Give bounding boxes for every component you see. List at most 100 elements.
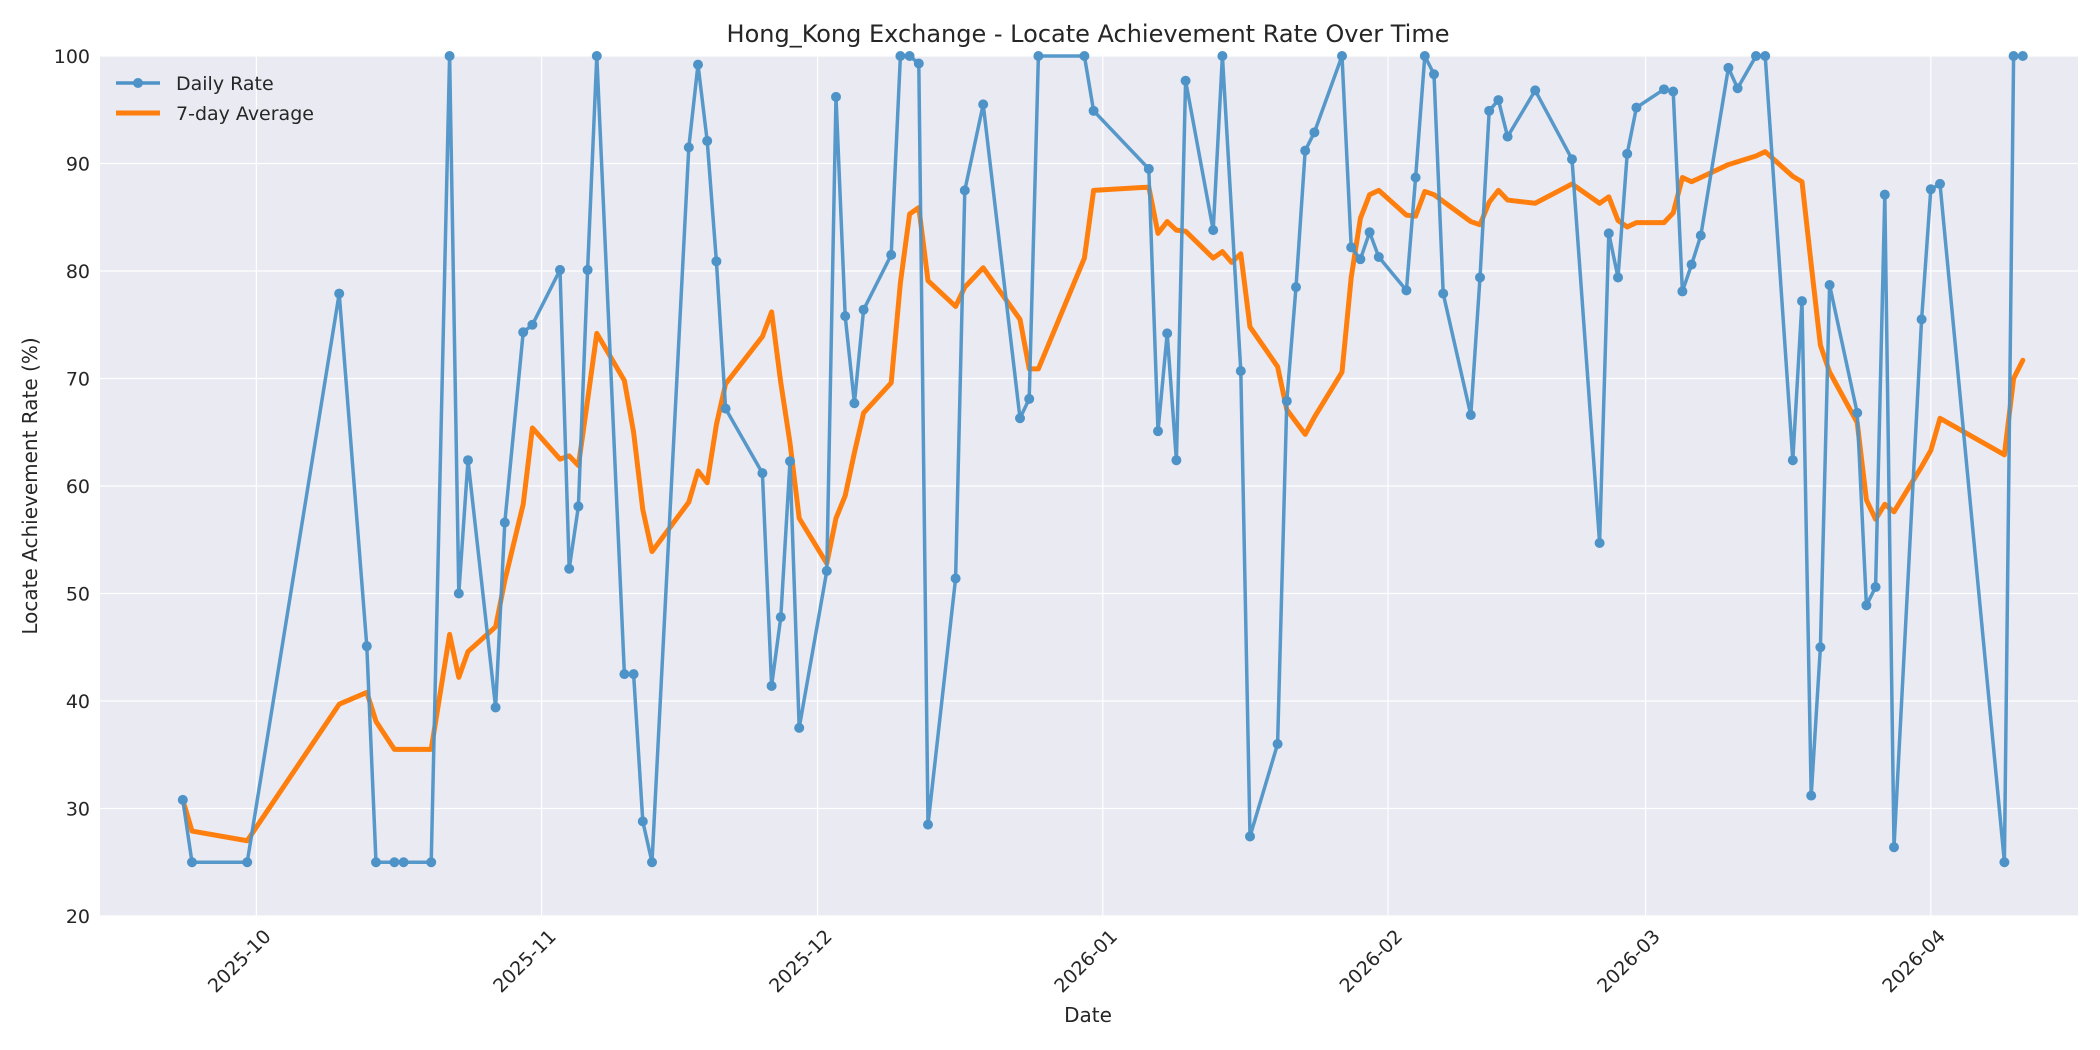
data-point-daily-rate xyxy=(582,264,593,275)
data-point-daily-rate xyxy=(1180,75,1191,86)
data-point-daily-rate xyxy=(187,857,197,868)
data-point-daily-rate xyxy=(886,249,897,260)
data-point-daily-rate xyxy=(426,857,437,868)
x-tick-label: 2026-03 xyxy=(1593,926,1665,998)
data-point-daily-rate xyxy=(1787,455,1798,466)
data-point-daily-rate xyxy=(1815,642,1826,653)
data-point-daily-rate xyxy=(1208,225,1219,236)
data-point-daily-rate xyxy=(1410,172,1421,183)
x-tick-label: 2026-04 xyxy=(1878,926,1950,998)
data-point-daily-rate xyxy=(858,304,869,315)
y-tick-label: 30 xyxy=(66,799,90,821)
data-point-daily-rate xyxy=(1870,582,1881,593)
data-point-daily-rate xyxy=(683,142,694,153)
data-point-daily-rate xyxy=(619,669,630,680)
data-point-daily-rate xyxy=(1337,51,1347,61)
data-point-daily-rate xyxy=(591,51,602,61)
data-point-daily-rate xyxy=(1935,178,1945,189)
data-point-daily-rate xyxy=(1429,69,1439,80)
y-tick-label: 90 xyxy=(66,154,90,176)
data-point-daily-rate xyxy=(389,857,400,868)
data-point-daily-rate xyxy=(1373,252,1384,263)
data-point-daily-rate xyxy=(1677,286,1688,297)
data-point-daily-rate xyxy=(1889,842,1899,853)
x-axis-label: Date xyxy=(1064,1003,1112,1027)
data-point-daily-rate xyxy=(490,702,501,713)
data-point-daily-rate xyxy=(1852,407,1863,418)
data-point-daily-rate xyxy=(1088,105,1099,116)
data-point-daily-rate xyxy=(647,857,657,868)
data-point-daily-rate xyxy=(637,816,648,827)
data-point-daily-rate xyxy=(1217,51,1228,61)
data-point-daily-rate xyxy=(453,588,464,599)
data-point-daily-rate xyxy=(1695,230,1706,241)
data-point-daily-rate xyxy=(1659,84,1669,95)
data-point-daily-rate xyxy=(923,819,933,830)
data-point-daily-rate xyxy=(1162,328,1173,339)
data-point-daily-rate xyxy=(518,327,529,338)
data-point-daily-rate xyxy=(573,501,584,512)
chart-title: Hong_Kong Exchange - Locate Achievement … xyxy=(727,20,1450,48)
data-point-daily-rate xyxy=(361,641,372,652)
data-point-daily-rate xyxy=(1465,410,1476,421)
y-tick-label: 80 xyxy=(66,261,90,283)
x-tick-label: 2026-02 xyxy=(1335,926,1407,998)
data-point-daily-rate xyxy=(1631,102,1642,113)
data-point-daily-rate xyxy=(1171,455,1182,466)
data-point-daily-rate xyxy=(1438,288,1449,299)
y-tick-label: 60 xyxy=(66,476,90,498)
data-point-daily-rate xyxy=(1309,127,1320,138)
x-tick-label: 2026-01 xyxy=(1050,926,1122,998)
data-point-daily-rate xyxy=(785,456,795,467)
data-point-daily-rate xyxy=(775,612,786,623)
data-point-daily-rate xyxy=(1355,254,1366,265)
data-point-daily-rate xyxy=(1291,282,1301,293)
y-tick-label: 20 xyxy=(66,906,90,928)
data-point-daily-rate xyxy=(1024,393,1035,404)
grid xyxy=(100,55,2078,917)
data-point-daily-rate xyxy=(2017,51,2028,61)
data-point-daily-rate xyxy=(1245,831,1255,842)
data-point-daily-rate xyxy=(1751,51,1761,61)
data-point-daily-rate xyxy=(398,857,409,868)
data-point-daily-rate xyxy=(1502,131,1513,142)
data-point-daily-rate xyxy=(1603,228,1614,239)
data-point-daily-rate xyxy=(1567,154,1577,165)
data-point-daily-rate xyxy=(950,573,961,584)
data-point-daily-rate xyxy=(177,794,188,805)
data-point-daily-rate xyxy=(1475,272,1485,283)
data-point-daily-rate xyxy=(1300,145,1311,156)
x-tick-label: 2025-12 xyxy=(765,926,837,998)
legend: Daily Rate 7-day Average xyxy=(116,73,314,125)
data-point-daily-rate xyxy=(1033,51,1044,61)
legend-marker-daily-rate xyxy=(133,78,143,88)
data-point-daily-rate xyxy=(2008,51,2019,61)
y-tick-label: 70 xyxy=(66,369,90,391)
data-point-daily-rate xyxy=(821,565,832,576)
data-point-daily-rate xyxy=(1622,148,1633,159)
y-tick-label: 50 xyxy=(66,584,90,606)
data-point-daily-rate xyxy=(959,185,970,196)
data-point-daily-rate xyxy=(1806,790,1817,801)
data-point-daily-rate xyxy=(1530,85,1541,96)
x-tick-label: 2025-11 xyxy=(489,926,561,998)
data-point-daily-rate xyxy=(1916,314,1927,325)
data-point-daily-rate xyxy=(1015,413,1025,424)
data-point-daily-rate xyxy=(1364,227,1375,238)
x-tick-label: 2025-10 xyxy=(204,926,276,998)
data-point-daily-rate xyxy=(1668,86,1679,97)
y-tick-label: 40 xyxy=(66,691,90,713)
data-point-daily-rate xyxy=(463,455,473,466)
data-point-daily-rate xyxy=(895,51,906,61)
data-point-daily-rate xyxy=(904,51,915,61)
data-point-daily-rate xyxy=(831,91,841,102)
y-axis-label: Locate Achievement Rate (%) xyxy=(18,337,42,634)
data-point-daily-rate xyxy=(1861,600,1872,611)
data-point-daily-rate xyxy=(1760,51,1771,61)
data-point-daily-rate xyxy=(499,517,510,528)
data-point-daily-rate xyxy=(693,59,703,70)
data-point-daily-rate xyxy=(527,319,538,330)
data-point-daily-rate xyxy=(978,99,989,110)
data-point-daily-rate xyxy=(1925,184,1936,195)
data-point-daily-rate xyxy=(1686,259,1697,270)
